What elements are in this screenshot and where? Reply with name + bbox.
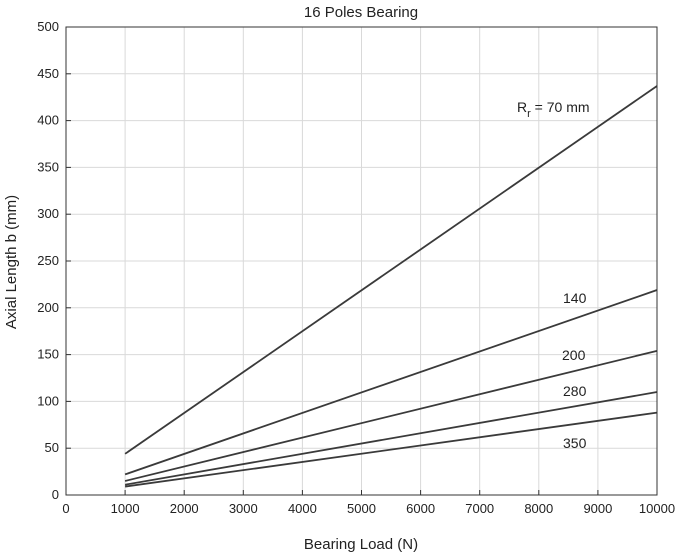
y-axis-label: Axial Length b (mm) [3,195,20,329]
series-label-rest: = 70 mm [531,99,590,115]
x-tick-label: 7000 [465,501,494,516]
series-label-2: 200 [562,347,586,363]
series-line-4 [124,411,658,488]
x-tick-label: 2000 [170,501,199,516]
y-tick-label: 300 [37,206,59,221]
series-label-main: 280 [563,383,587,399]
series-label-main: 140 [563,290,587,306]
series-line-0 [124,85,658,455]
series-label-main: 200 [562,347,586,363]
series-line-1 [124,289,658,476]
x-tick-label: 1000 [111,501,140,516]
x-tick-label: 10000 [639,501,675,516]
x-tick-label: 9000 [583,501,612,516]
y-tick-label: 50 [45,440,59,455]
series-label-3: 280 [563,383,587,399]
x-tick-label: 0 [62,501,69,516]
y-tick-label: 400 [37,113,59,128]
y-tick-label: 450 [37,66,59,81]
y-tick-label: 350 [37,159,59,174]
series-labels: Rr = 70 mm 140 200 280 350 [517,99,590,451]
series-label-subscript: r [527,108,531,120]
y-tick-label: 100 [37,393,59,408]
x-tick-label: 8000 [524,501,553,516]
y-tick-label: 200 [37,300,59,315]
series-label-0: Rr = 70 mm [517,99,590,120]
x-tick-label: 5000 [347,501,376,516]
x-axis-label: Bearing Load (N) [304,536,418,553]
series-label-main: 350 [563,435,587,451]
series-label-main: R [517,99,527,115]
chart-title: 16 Poles Bearing [304,4,418,21]
series-line-2 [124,349,658,482]
y-tick-label: 150 [37,347,59,362]
series-lines [124,85,658,488]
axis-ticks: 0 1000 2000 3000 4000 5000 6000 7000 8000 9000 100… [37,19,675,516]
y-tick-label: 500 [37,19,59,34]
x-tick-label: 4000 [288,501,317,516]
x-tick-label: 6000 [406,501,435,516]
y-tick-label: 0 [52,487,59,502]
series-line-3 [124,391,658,486]
y-tick-label: 250 [37,253,59,268]
series-label-1: 140 [563,290,587,306]
x-tick-label: 3000 [229,501,258,516]
series-label-4: 350 [563,435,587,451]
